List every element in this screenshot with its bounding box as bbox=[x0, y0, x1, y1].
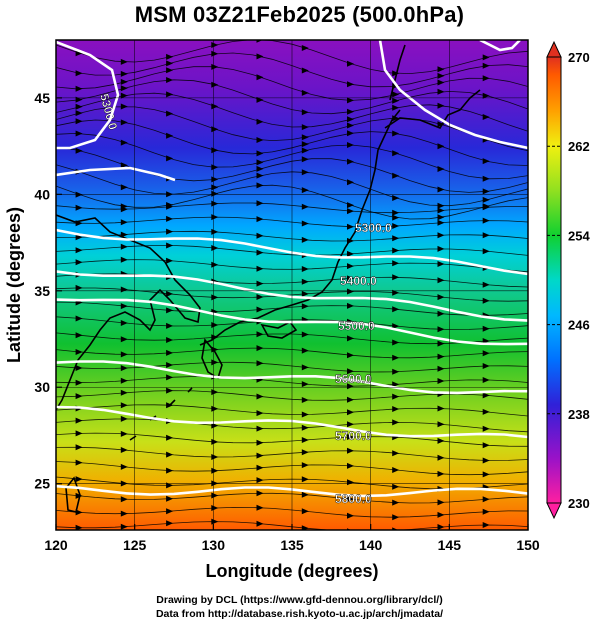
x-ticks: 120 125 130 135 140 145 150 bbox=[44, 524, 540, 553]
contour-label: 5300.0 bbox=[355, 221, 392, 235]
y-ticks: 25 30 35 40 45 bbox=[34, 90, 62, 492]
page-title: MSM 03Z21Feb2025 (500.0hPa) bbox=[134, 2, 465, 27]
plot-area: 5300.05400.05500.05600.05700.05800.05300… bbox=[55, 39, 529, 531]
y-tick-label: 45 bbox=[34, 90, 50, 106]
colorbar-tick-label: 230 bbox=[568, 496, 590, 511]
colorbar-tick-label: 254 bbox=[568, 228, 590, 243]
colorbar-tick-label: 270 bbox=[568, 50, 590, 65]
y-tick-label: 25 bbox=[34, 476, 50, 492]
x-tick-label: 135 bbox=[280, 537, 304, 553]
colorbar-tick-label: 262 bbox=[568, 139, 590, 154]
x-tick-label: 140 bbox=[359, 537, 383, 553]
x-tick-label: 125 bbox=[123, 537, 147, 553]
colorbar-tick-label: 238 bbox=[568, 407, 590, 422]
y-tick-label: 40 bbox=[34, 186, 50, 202]
colorbar-body bbox=[546, 56, 562, 504]
y-tick-label: 35 bbox=[34, 283, 50, 299]
grid-lines bbox=[56, 40, 528, 530]
contour-5300-north bbox=[56, 166, 176, 182]
colorbar: 270 262 254 246 238 230 bbox=[546, 40, 590, 520]
colorbar-tick-label: 246 bbox=[568, 318, 590, 333]
x-tick-label: 130 bbox=[202, 537, 226, 553]
x-axis-label: Longitude (degrees) bbox=[205, 561, 378, 581]
contour-label: 5700.0 bbox=[335, 429, 372, 443]
contour-north-east bbox=[378, 40, 528, 150]
credit-data-source: Data from http://database.rish.kyoto-u.a… bbox=[155, 608, 444, 620]
contour-label: 5500.0 bbox=[338, 319, 375, 333]
contour-label: 5600.0 bbox=[335, 372, 372, 386]
x-tick-label: 145 bbox=[438, 537, 462, 553]
colorbar-bottom-arrow-icon bbox=[546, 502, 562, 520]
colorbar-top-arrow-icon bbox=[546, 40, 562, 58]
contour-top-right bbox=[479, 40, 521, 52]
x-tick-label: 150 bbox=[516, 537, 540, 553]
low-contour bbox=[56, 40, 120, 150]
credit-drawing: Drawing by DCL (https://www.gfd-dennou.o… bbox=[156, 594, 443, 606]
y-tick-label: 30 bbox=[34, 379, 50, 395]
contour-label: 5800.0 bbox=[335, 492, 372, 506]
contour-label: 5400.0 bbox=[340, 274, 377, 288]
x-tick-label: 120 bbox=[44, 537, 68, 553]
y-axis-label: Latitude (degrees) bbox=[4, 207, 24, 363]
